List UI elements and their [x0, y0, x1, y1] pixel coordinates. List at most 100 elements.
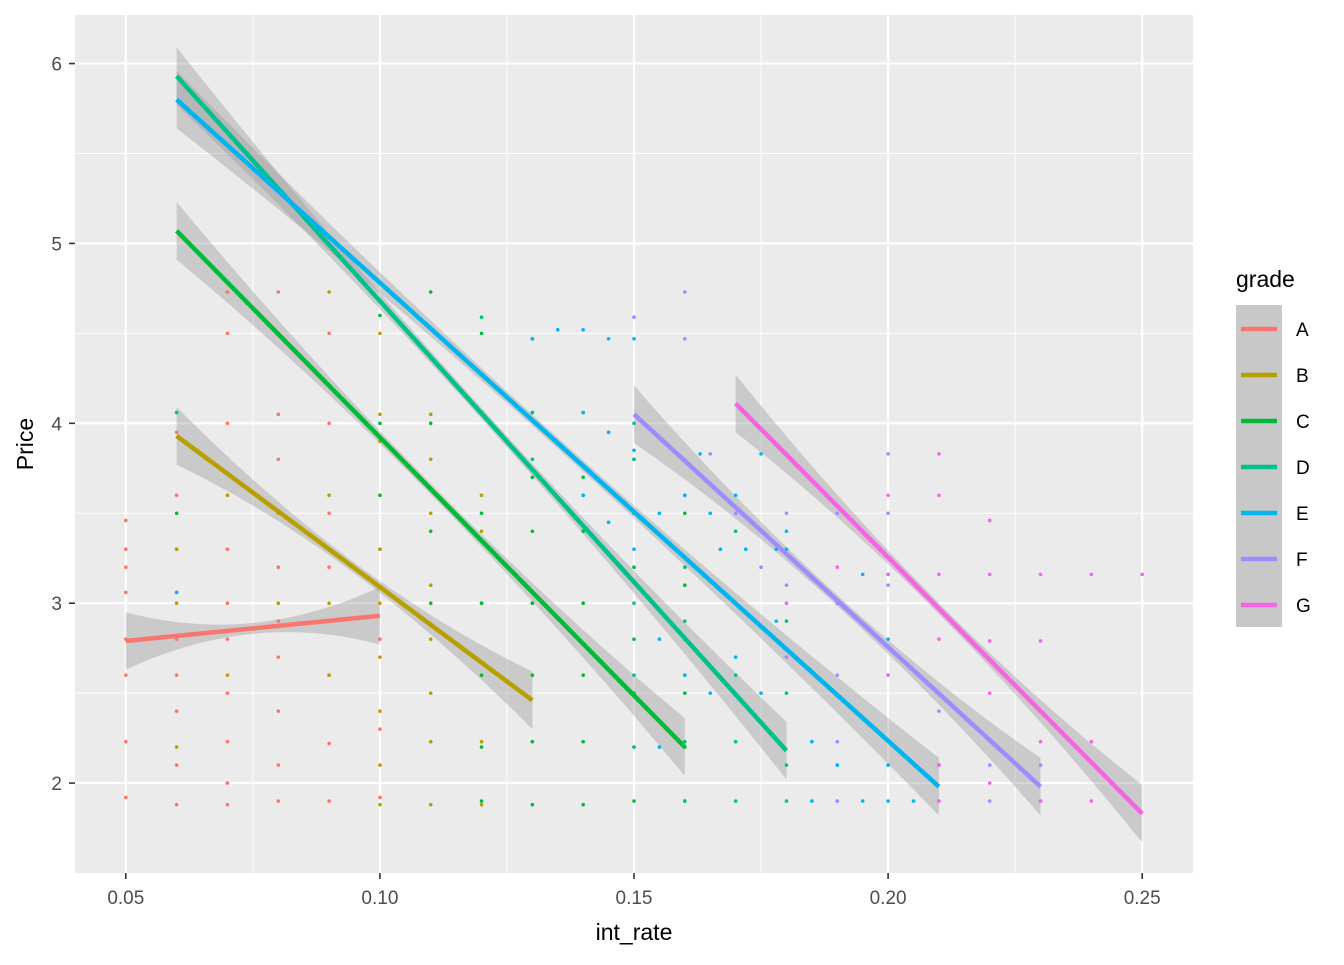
- data-point-A: [225, 781, 230, 785]
- data-point-D: [632, 457, 636, 462]
- data-point-D: [784, 619, 789, 623]
- data-point-G: [1089, 739, 1094, 744]
- data-point-G: [987, 639, 992, 643]
- data-point-E: [718, 547, 723, 552]
- data-point-E: [581, 410, 585, 415]
- data-point-A: [276, 619, 281, 623]
- data-point-A: [225, 802, 230, 807]
- data-point-C: [428, 601, 433, 605]
- data-point-B: [174, 547, 179, 552]
- data-point-B: [327, 601, 331, 605]
- data-point-A: [276, 655, 281, 659]
- data-point-B: [428, 739, 433, 744]
- data-point-B: [174, 745, 179, 749]
- x-axis-title: int_rate: [596, 919, 673, 945]
- data-point-B: [225, 673, 230, 677]
- data-point-E: [657, 637, 662, 641]
- data-point-C: [581, 673, 585, 677]
- fit-line-E: [175, 97, 941, 789]
- data-point-C: [581, 739, 585, 744]
- data-point-A: [174, 430, 179, 435]
- y-tick-label: 2: [51, 774, 62, 795]
- data-point-G: [937, 572, 941, 577]
- data-point-E: [174, 590, 179, 595]
- data-point-D: [530, 457, 535, 462]
- data-point-G: [1038, 799, 1043, 803]
- data-point-E: [886, 799, 890, 803]
- data-point-C: [530, 601, 535, 605]
- fit-line-G: [734, 401, 1144, 816]
- data-point-D: [632, 421, 636, 426]
- data-point-B: [428, 637, 433, 641]
- fit-line-A: [125, 613, 381, 644]
- data-point-G: [835, 565, 840, 570]
- data-point-E: [698, 452, 702, 456]
- data-point-A: [276, 457, 281, 462]
- data-point-A: [124, 565, 128, 570]
- data-point-B: [428, 691, 433, 695]
- data-point-G: [1038, 572, 1043, 577]
- data-point-E: [759, 452, 763, 456]
- y-tick-label: 6: [51, 55, 62, 76]
- data-point-E: [708, 511, 713, 516]
- data-point-B: [479, 493, 484, 498]
- data-point-B: [428, 511, 433, 516]
- data-point-C: [530, 802, 535, 807]
- data-point-A: [378, 795, 382, 800]
- data-point-A: [225, 331, 230, 336]
- data-point-A: [327, 799, 331, 803]
- data-point-F: [683, 290, 687, 294]
- data-point-C: [479, 745, 484, 749]
- data-point-E: [860, 799, 865, 803]
- data-point-A: [174, 802, 179, 807]
- legend-label-F: F: [1296, 550, 1308, 571]
- data-point-E: [708, 691, 713, 695]
- data-point-B: [479, 529, 484, 534]
- data-point-A: [327, 421, 331, 426]
- data-point-G: [886, 572, 890, 577]
- data-point-E: [657, 745, 662, 749]
- data-point-A: [276, 565, 281, 570]
- data-point-B: [378, 601, 382, 605]
- data-point-E: [581, 493, 585, 498]
- data-point-A: [327, 741, 331, 746]
- data-point-F: [886, 511, 890, 516]
- data-point-F: [759, 565, 763, 570]
- data-point-E: [606, 336, 611, 341]
- data-point-D: [733, 673, 738, 677]
- data-point-B: [378, 709, 382, 713]
- data-point-D: [530, 410, 535, 415]
- data-point-C: [581, 529, 585, 534]
- data-point-C: [530, 529, 535, 534]
- data-point-G: [937, 452, 941, 456]
- data-point-G: [937, 763, 941, 767]
- data-point-B: [378, 331, 382, 336]
- data-point-F: [835, 739, 840, 744]
- x-tick-label: 0.25: [1124, 888, 1161, 909]
- data-point-F: [987, 763, 992, 767]
- data-point-C: [378, 421, 382, 426]
- data-point-F: [886, 583, 890, 588]
- data-point-C: [530, 475, 535, 480]
- data-point-E: [530, 336, 535, 341]
- data-point-G: [784, 601, 789, 605]
- data-point-C: [632, 637, 636, 641]
- data-point-D: [784, 799, 789, 803]
- data-point-E: [759, 691, 763, 695]
- data-point-E: [810, 739, 814, 744]
- data-point-G: [937, 493, 941, 498]
- data-point-C: [378, 493, 382, 498]
- data-point-B: [479, 739, 484, 744]
- data-point-B: [327, 673, 331, 677]
- data-point-D: [632, 673, 636, 677]
- data-point-A: [225, 601, 230, 605]
- data-point-B: [378, 763, 382, 767]
- x-tick-label: 0.05: [107, 888, 144, 909]
- data-point-A: [174, 493, 179, 498]
- data-point-G: [886, 673, 890, 677]
- data-point-D: [174, 410, 179, 415]
- data-point-B: [428, 412, 433, 417]
- data-point-E: [632, 448, 636, 453]
- data-point-F: [632, 315, 636, 319]
- legend-label-D: D: [1296, 458, 1310, 479]
